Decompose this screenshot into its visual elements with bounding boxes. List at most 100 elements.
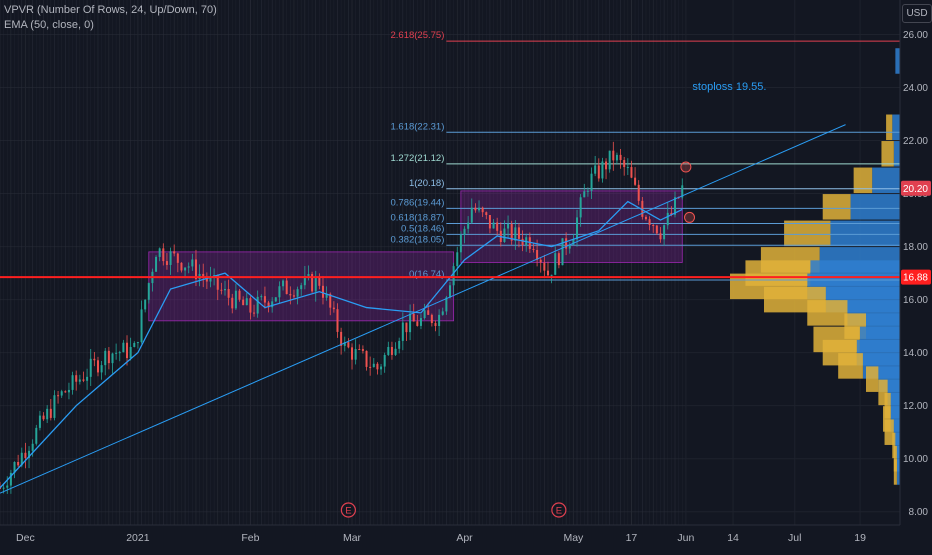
candle-body [224, 289, 226, 291]
candle-body [394, 348, 397, 355]
candle-body [380, 366, 383, 370]
y-tick-label: 22.00 [903, 136, 928, 147]
vp-row-up [830, 220, 900, 247]
candle-body [89, 358, 92, 377]
ema-line [0, 200, 683, 489]
candle-body [561, 238, 564, 266]
vp-row-up [890, 392, 900, 419]
candle-body [401, 322, 404, 341]
candle-body [274, 297, 277, 302]
earnings-circle [551, 502, 567, 518]
fib-label: 0.5(18.46) [401, 223, 444, 234]
candle-body [612, 150, 615, 161]
earnings-label: E [556, 506, 562, 517]
candle-body [521, 238, 524, 246]
last-price-tag: 20.20 [901, 180, 931, 196]
vp-row-up [850, 194, 900, 220]
candle-body [249, 298, 252, 313]
vp-row-down [884, 392, 891, 419]
candle-body [311, 273, 314, 292]
candle-body [387, 346, 390, 355]
candle-body [594, 165, 597, 174]
x-tick-label: May [563, 532, 584, 544]
candle-body [467, 222, 470, 229]
candle-body [234, 290, 237, 309]
candle-body [605, 161, 608, 170]
candle-body [452, 266, 455, 286]
candle-body [565, 238, 568, 249]
candle-body [528, 237, 531, 249]
currency-badge[interactable]: USD [902, 4, 932, 23]
candle-body [140, 309, 143, 343]
candle-body [325, 293, 328, 298]
candle-body [351, 347, 354, 360]
candle-body [96, 360, 99, 373]
x-tick-label: 19 [854, 532, 866, 544]
candle-body [532, 248, 535, 250]
candle-body [202, 273, 205, 278]
candle-body [623, 160, 626, 168]
price-axis: 8.0010.0012.0014.0016.0018.0020.0022.002… [899, 0, 932, 550]
candle-body [267, 302, 270, 308]
candle-body [557, 253, 560, 266]
candle-body [67, 389, 70, 393]
candle-body [17, 462, 20, 466]
candle-body [546, 270, 549, 276]
vp-row-up [893, 141, 900, 167]
candle-body [536, 249, 539, 260]
candle-body [71, 375, 74, 390]
vp-row-up [896, 459, 900, 485]
candle-body [49, 408, 52, 418]
candle-body [31, 443, 34, 451]
candle-body [220, 289, 223, 291]
candle-body [539, 259, 542, 263]
candle-body [438, 314, 441, 326]
candle-body [644, 216, 647, 220]
candle-body [253, 312, 256, 314]
fib-label: 2.618(25.75) [390, 30, 444, 41]
fib-label: 1.272(21.12) [390, 153, 444, 164]
candle-body [340, 331, 343, 346]
ascending-trendline [0, 124, 846, 494]
candle-body [568, 244, 571, 249]
candle-body [470, 207, 473, 223]
candle-body [670, 212, 673, 215]
candle-body [227, 289, 230, 298]
candle-body [398, 340, 401, 349]
candle-body [292, 295, 295, 297]
vp-row-up [895, 432, 900, 459]
candle-body [13, 462, 16, 473]
time-axis: Dec 2021 Feb Mar Apr May 17 Jun 14 Jul 19 [0, 524, 932, 550]
candle-body [282, 280, 285, 287]
candle-body [158, 248, 161, 257]
vp-row-down [886, 114, 893, 141]
candle-body [329, 293, 332, 308]
candle-body [492, 222, 495, 229]
fib-levels: 2.618(25.75) 1.618(22.31) 1.272(21.12) 1(20… [390, 30, 900, 281]
last-price-tag-text: 20.20 [903, 184, 928, 195]
legend-vpvr[interactable]: VPVR (Number Of Rows, 24, Up/Down, 70) [4, 4, 217, 16]
candle-body [104, 350, 107, 366]
vp-row-down [878, 379, 888, 406]
candle-body [343, 342, 346, 346]
fib-label: 1(20.18) [409, 178, 444, 189]
candle-body [583, 191, 586, 198]
y-tick-label: 8.00 [909, 507, 929, 518]
candle-body [144, 299, 147, 310]
support-price-tag-text: 16.88 [903, 273, 928, 284]
earnings-circle [340, 502, 356, 518]
legend-ema[interactable]: EMA (50, close, 0) [4, 19, 94, 31]
candle-body [485, 212, 488, 216]
candle-body [184, 267, 187, 271]
candle-body [412, 313, 415, 322]
candle-body [245, 298, 248, 306]
candle-body [663, 225, 666, 240]
vp-row-down [893, 445, 897, 472]
candle-body [478, 207, 481, 211]
candle-body [75, 375, 78, 382]
candle-body [659, 233, 662, 240]
y-tick-label: 24.00 [903, 83, 928, 94]
candle-body [503, 228, 506, 242]
